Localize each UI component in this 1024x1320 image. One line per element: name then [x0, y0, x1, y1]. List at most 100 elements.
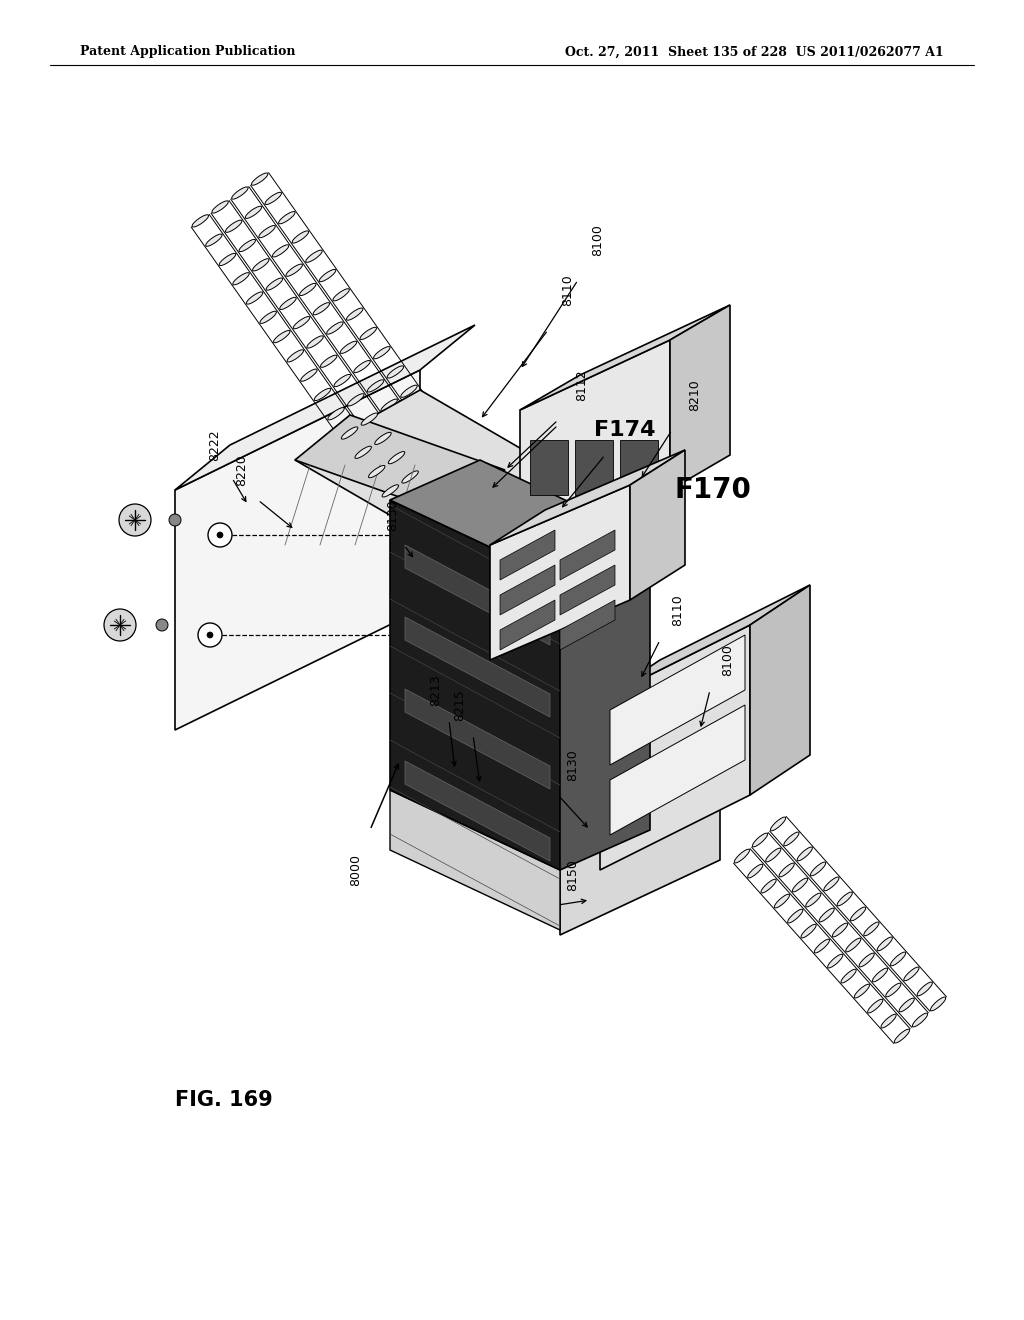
Ellipse shape	[827, 954, 843, 968]
Polygon shape	[560, 565, 615, 615]
Text: 8215: 8215	[454, 689, 467, 721]
Circle shape	[198, 623, 222, 647]
Ellipse shape	[814, 940, 829, 953]
Ellipse shape	[369, 466, 385, 478]
Circle shape	[156, 619, 168, 631]
Ellipse shape	[239, 239, 256, 252]
Ellipse shape	[206, 234, 222, 247]
Ellipse shape	[306, 249, 323, 263]
Ellipse shape	[801, 924, 816, 939]
Ellipse shape	[394, 418, 411, 430]
Ellipse shape	[415, 404, 431, 417]
Ellipse shape	[266, 279, 283, 290]
Polygon shape	[520, 305, 730, 411]
Ellipse shape	[253, 259, 269, 271]
Ellipse shape	[333, 289, 349, 301]
Circle shape	[119, 504, 151, 536]
Ellipse shape	[838, 892, 852, 906]
Text: 8112: 8112	[575, 370, 589, 401]
Text: Oct. 27, 2011  Sheet 135 of 228  US 2011/0262077 A1: Oct. 27, 2011 Sheet 135 of 228 US 2011/0…	[565, 45, 944, 58]
Ellipse shape	[779, 863, 795, 876]
Ellipse shape	[232, 273, 249, 285]
Ellipse shape	[851, 907, 865, 921]
Polygon shape	[406, 616, 550, 717]
Polygon shape	[560, 601, 615, 649]
Ellipse shape	[428, 424, 444, 436]
Text: 8000: 8000	[349, 854, 362, 886]
Polygon shape	[600, 585, 810, 700]
Ellipse shape	[287, 350, 303, 362]
Circle shape	[104, 609, 136, 642]
Ellipse shape	[292, 231, 308, 243]
Ellipse shape	[918, 982, 933, 995]
Ellipse shape	[212, 201, 228, 213]
Polygon shape	[490, 450, 685, 545]
Ellipse shape	[409, 438, 425, 450]
Ellipse shape	[833, 923, 848, 937]
Polygon shape	[560, 744, 780, 855]
Ellipse shape	[381, 399, 397, 412]
Ellipse shape	[334, 375, 350, 387]
Polygon shape	[490, 484, 630, 660]
Ellipse shape	[894, 1030, 909, 1043]
Circle shape	[169, 513, 181, 525]
Ellipse shape	[259, 226, 275, 238]
Circle shape	[207, 632, 213, 638]
Ellipse shape	[787, 909, 803, 923]
Ellipse shape	[340, 341, 356, 354]
Ellipse shape	[247, 292, 263, 304]
Ellipse shape	[783, 832, 799, 846]
Polygon shape	[295, 389, 575, 550]
Ellipse shape	[272, 244, 289, 257]
Ellipse shape	[819, 908, 835, 921]
Ellipse shape	[881, 1014, 896, 1028]
Text: 8110: 8110	[561, 275, 574, 306]
FancyBboxPatch shape	[530, 440, 568, 495]
Ellipse shape	[899, 998, 914, 1012]
Polygon shape	[600, 624, 750, 870]
Ellipse shape	[891, 952, 905, 966]
Ellipse shape	[313, 302, 330, 315]
Ellipse shape	[810, 862, 825, 875]
Ellipse shape	[307, 335, 324, 348]
Ellipse shape	[260, 312, 276, 323]
Ellipse shape	[774, 894, 790, 908]
Ellipse shape	[766, 849, 781, 862]
Text: 8100: 8100	[722, 644, 734, 676]
Text: F170: F170	[675, 477, 752, 504]
Ellipse shape	[841, 969, 856, 983]
Ellipse shape	[734, 849, 750, 863]
Ellipse shape	[301, 370, 317, 381]
Polygon shape	[175, 370, 420, 730]
Polygon shape	[175, 325, 475, 490]
Polygon shape	[390, 789, 560, 931]
Ellipse shape	[280, 297, 296, 309]
Ellipse shape	[328, 408, 344, 420]
Ellipse shape	[252, 173, 268, 185]
Text: 8220: 8220	[236, 454, 249, 486]
Text: 8150: 8150	[566, 859, 580, 891]
Polygon shape	[630, 450, 685, 601]
Circle shape	[217, 532, 223, 539]
Ellipse shape	[273, 330, 290, 343]
Polygon shape	[500, 531, 555, 579]
Ellipse shape	[319, 269, 336, 281]
Polygon shape	[500, 601, 555, 649]
Ellipse shape	[346, 308, 362, 321]
Ellipse shape	[388, 451, 404, 463]
Ellipse shape	[361, 413, 378, 425]
Ellipse shape	[441, 444, 458, 455]
Ellipse shape	[878, 937, 892, 950]
Text: Patent Application Publication: Patent Application Publication	[80, 45, 296, 58]
Text: F174: F174	[594, 420, 655, 440]
Ellipse shape	[872, 968, 888, 982]
Text: 8213: 8213	[429, 675, 442, 706]
Ellipse shape	[341, 426, 357, 440]
Ellipse shape	[193, 215, 209, 227]
Text: 8222: 8222	[209, 429, 221, 461]
Ellipse shape	[286, 264, 302, 276]
Polygon shape	[520, 341, 670, 560]
Ellipse shape	[355, 446, 372, 458]
Text: 8130: 8130	[566, 750, 580, 781]
Ellipse shape	[846, 939, 861, 952]
